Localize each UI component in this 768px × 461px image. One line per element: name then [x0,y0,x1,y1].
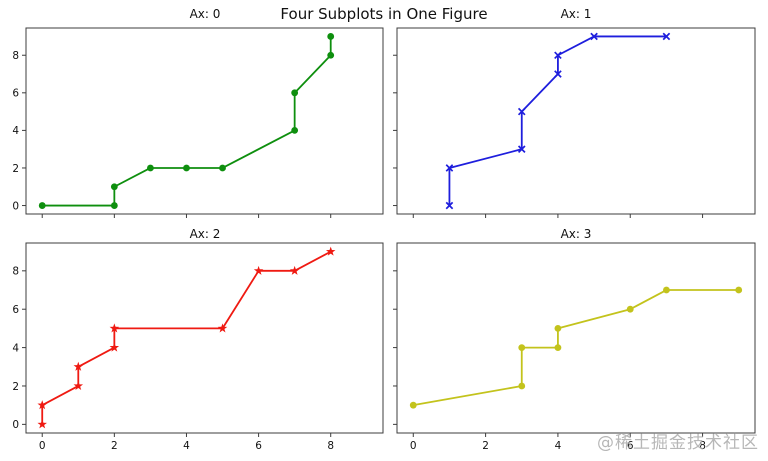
subplot-ax2: 0 2 4 6 8 0 2 4 6 8 [12,242,384,452]
x-tick-label: 0 [39,440,46,452]
axes-frame [25,27,384,215]
data-line [448,35,668,207]
circle-marker [327,51,335,59]
circle-marker [663,286,670,294]
star-marker [289,265,300,275]
figure-title: Four Subplots in One Figure [280,5,488,23]
subplot-ax3: 0 2 4 6 8 [393,242,756,452]
circle-marker [147,164,154,172]
circle-marker [554,344,562,351]
star-marker [37,400,47,410]
circle-marker [554,325,562,332]
x-marker [554,51,562,60]
y-tick-label: 6 [12,304,19,316]
x-tick-label: 8 [699,440,706,452]
circle-marker [409,401,417,409]
star-marker [73,380,84,391]
x-tick-label: 4 [555,440,562,452]
y-tick-label: 4 [12,125,19,137]
x-marker [445,164,454,172]
star-marker [73,361,84,371]
circle-marker [518,344,526,351]
subplot-ax0: 0 2 4 6 8 [12,27,384,218]
subplot-title-ax1: Ax: 1 [560,7,592,21]
x-tick-label: 2 [111,440,118,452]
star-marker [37,419,47,429]
y-tick-label: 6 [12,88,19,100]
star-marker [253,265,264,275]
x-marker [590,32,598,41]
y-tick-label: 0 [12,419,19,431]
x-tick-label: 6 [627,440,634,452]
x-tick-label: 6 [255,440,262,452]
axes-frame [25,242,384,434]
x-marker [662,32,671,41]
x-tick-label: 0 [410,440,417,452]
circle-marker [110,183,118,191]
y-tick-label: 2 [12,381,19,393]
star-marker [325,246,336,256]
circle-marker [327,33,335,40]
subplot-title-ax0: Ax: 0 [189,7,221,21]
x-marker [517,145,526,153]
subplot-title-ax3: Ax: 3 [560,227,592,241]
x-marker [517,107,526,116]
y-tick-label: 0 [12,200,19,212]
axes-frame [396,27,756,215]
circle-marker [626,305,634,313]
data-line [412,289,740,407]
data-line [41,250,332,426]
y-tick-label: 8 [12,266,19,278]
circle-marker [735,286,743,294]
subplot-title-ax2: Ax: 2 [189,227,221,241]
x-marker [554,70,562,78]
y-tick-label: 4 [12,342,19,354]
circle-marker [291,89,299,97]
axes-frame [396,242,756,434]
circle-marker [110,202,118,209]
y-tick-label: 2 [12,163,19,175]
x-tick-label: 4 [183,440,190,452]
x-marker [445,201,454,210]
circle-marker [219,164,226,172]
y-tick-label: 8 [12,50,19,62]
star-marker [109,323,120,333]
star-marker [217,323,228,333]
circle-marker [518,382,526,390]
data-line [41,35,332,207]
circle-marker [38,202,46,209]
subplot-ax1 [393,27,756,218]
circle-marker [183,164,190,172]
x-tick-label: 2 [482,440,489,452]
x-tick-label: 8 [327,440,334,452]
circle-marker [291,126,299,134]
star-marker [109,342,120,352]
